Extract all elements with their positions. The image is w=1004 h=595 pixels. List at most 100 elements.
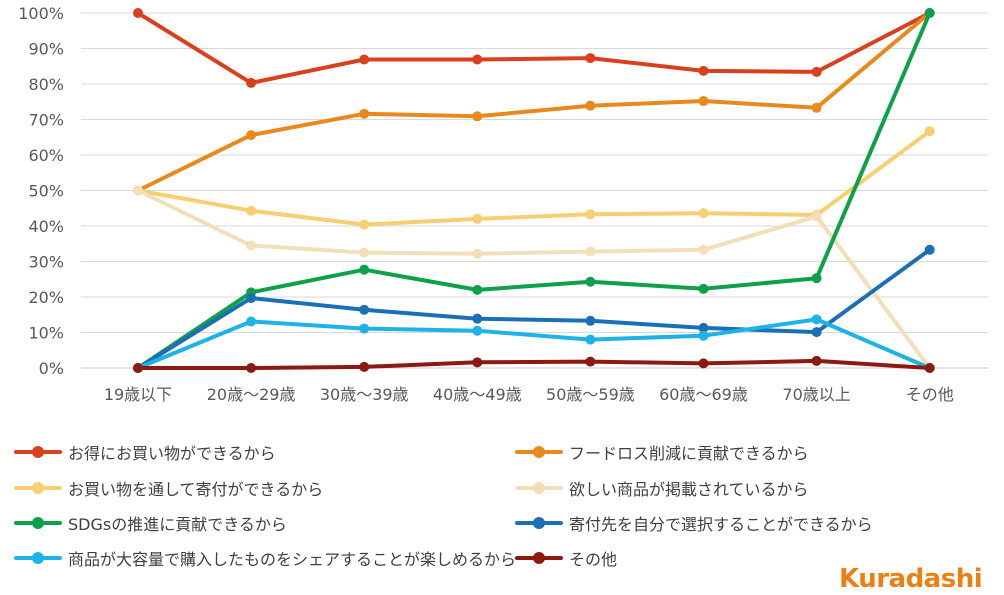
series-layer — [133, 8, 935, 373]
x-tick-label: 70歳以上 — [782, 385, 850, 404]
x-tick-label: 30歳〜39歳 — [320, 385, 409, 404]
legend-swatch-marker — [32, 482, 44, 494]
data-point — [811, 66, 822, 77]
kuradashi-logo: Kuradashi — [839, 564, 983, 594]
data-point — [472, 54, 483, 65]
legend-swatch-marker — [32, 446, 44, 458]
legend-item: お得にお買い物ができるから — [14, 440, 276, 464]
gridlines — [81, 12, 988, 369]
y-tick-label: 100% — [18, 4, 64, 23]
y-tick-label: 90% — [28, 40, 64, 59]
data-point — [698, 283, 709, 294]
data-point — [698, 244, 709, 255]
legend-item: 寄付先を自分で選択することができるから — [515, 511, 873, 535]
y-tick-label: 40% — [28, 217, 64, 236]
y-tick-label: 10% — [28, 324, 64, 343]
legend-item: その他 — [515, 546, 617, 570]
series-line — [136, 129, 932, 227]
data-point — [359, 219, 370, 230]
legend-label: その他 — [569, 550, 618, 569]
data-point — [359, 54, 370, 65]
data-point — [472, 248, 483, 259]
y-tick-label: 70% — [28, 111, 64, 130]
data-point — [811, 102, 822, 113]
data-point — [359, 247, 370, 258]
data-point — [924, 126, 935, 137]
data-point — [924, 363, 935, 373]
data-point — [133, 363, 143, 373]
y-tick-label: 60% — [28, 146, 64, 165]
series-line — [136, 11, 932, 85]
legend-swatch — [515, 476, 563, 500]
series-8 — [133, 355, 935, 373]
data-point — [585, 100, 596, 111]
data-point — [359, 264, 370, 275]
series-line — [136, 358, 932, 370]
data-point — [133, 185, 143, 196]
data-point — [246, 363, 257, 373]
data-point — [472, 111, 483, 122]
data-point — [811, 314, 822, 325]
y-axis: 0% 10% 20% 30% 40% 50% 60% 70% 80% 90% 100% — [18, 4, 64, 378]
data-point — [246, 130, 257, 141]
data-point — [698, 208, 709, 219]
legend-swatch-marker — [533, 446, 545, 458]
y-tick-label: 20% — [28, 288, 64, 307]
legend-item: お買い物を通して寄付ができるから — [14, 476, 323, 500]
series-4 — [133, 185, 935, 373]
series-line — [136, 317, 932, 370]
legend-swatch — [515, 440, 563, 464]
data-point — [246, 293, 257, 304]
data-point — [246, 240, 257, 251]
data-point — [585, 334, 596, 345]
data-point — [472, 284, 483, 295]
legend-label: 寄付先を自分で選択することができるから — [569, 515, 873, 534]
data-point — [359, 323, 370, 334]
series-line — [136, 247, 932, 370]
data-point — [472, 313, 483, 324]
data-point — [698, 322, 709, 333]
data-point — [246, 77, 257, 88]
x-tick-label: 50歳〜59歳 — [546, 385, 635, 404]
legend-label: お得にお買い物ができるから — [68, 444, 276, 463]
legend-swatch-marker — [32, 552, 44, 564]
data-point — [246, 316, 257, 327]
legend-label: 商品が大容量で購入したものをシェアすることが楽しめるから — [68, 550, 517, 569]
legend-label: 欲しい商品が掲載されているから — [569, 480, 809, 499]
data-point — [472, 213, 483, 224]
y-tick-label: 80% — [28, 75, 64, 94]
legend-swatch — [14, 546, 62, 570]
legend-swatch-marker — [32, 517, 44, 529]
series-line — [136, 188, 932, 370]
y-tick-label: 30% — [28, 253, 64, 272]
data-point — [246, 205, 257, 216]
data-point — [585, 246, 596, 257]
legend-swatch-marker — [533, 552, 545, 564]
data-point — [811, 355, 822, 366]
data-point — [585, 53, 596, 64]
x-tick-label: その他 — [906, 385, 954, 404]
legend-swatch — [515, 546, 563, 570]
data-point — [472, 357, 483, 368]
y-tick-label: 0% — [39, 359, 64, 378]
x-tick-label: 40歳〜49歳 — [433, 385, 522, 404]
legend-swatch — [14, 440, 62, 464]
y-tick-label: 50% — [28, 182, 64, 201]
data-point — [359, 361, 370, 372]
x-tick-label: 19歳以下 — [104, 385, 172, 404]
data-point — [359, 108, 370, 119]
data-point — [359, 304, 370, 315]
data-point — [585, 209, 596, 220]
legend-swatch — [14, 476, 62, 500]
series-line — [136, 11, 932, 370]
legend-label: お買い物を通して寄付ができるから — [68, 480, 324, 499]
x-tick-label: 20歳〜29歳 — [207, 385, 296, 404]
legend-item: フードロス削減に貢献できるから — [515, 440, 809, 464]
legend-item: 欲しい商品が掲載されているから — [515, 476, 809, 500]
x-tick-label: 60歳〜69歳 — [659, 385, 748, 404]
series-6 — [133, 244, 935, 373]
data-point — [924, 8, 935, 18]
legend-label: SDGsの推進に貢献できるから — [68, 515, 287, 534]
data-point — [698, 65, 709, 76]
x-axis: 19歳以下 20歳〜29歳 30歳〜39歳 40歳〜49歳 50歳〜59歳 60歳〜69歳… — [104, 385, 954, 404]
